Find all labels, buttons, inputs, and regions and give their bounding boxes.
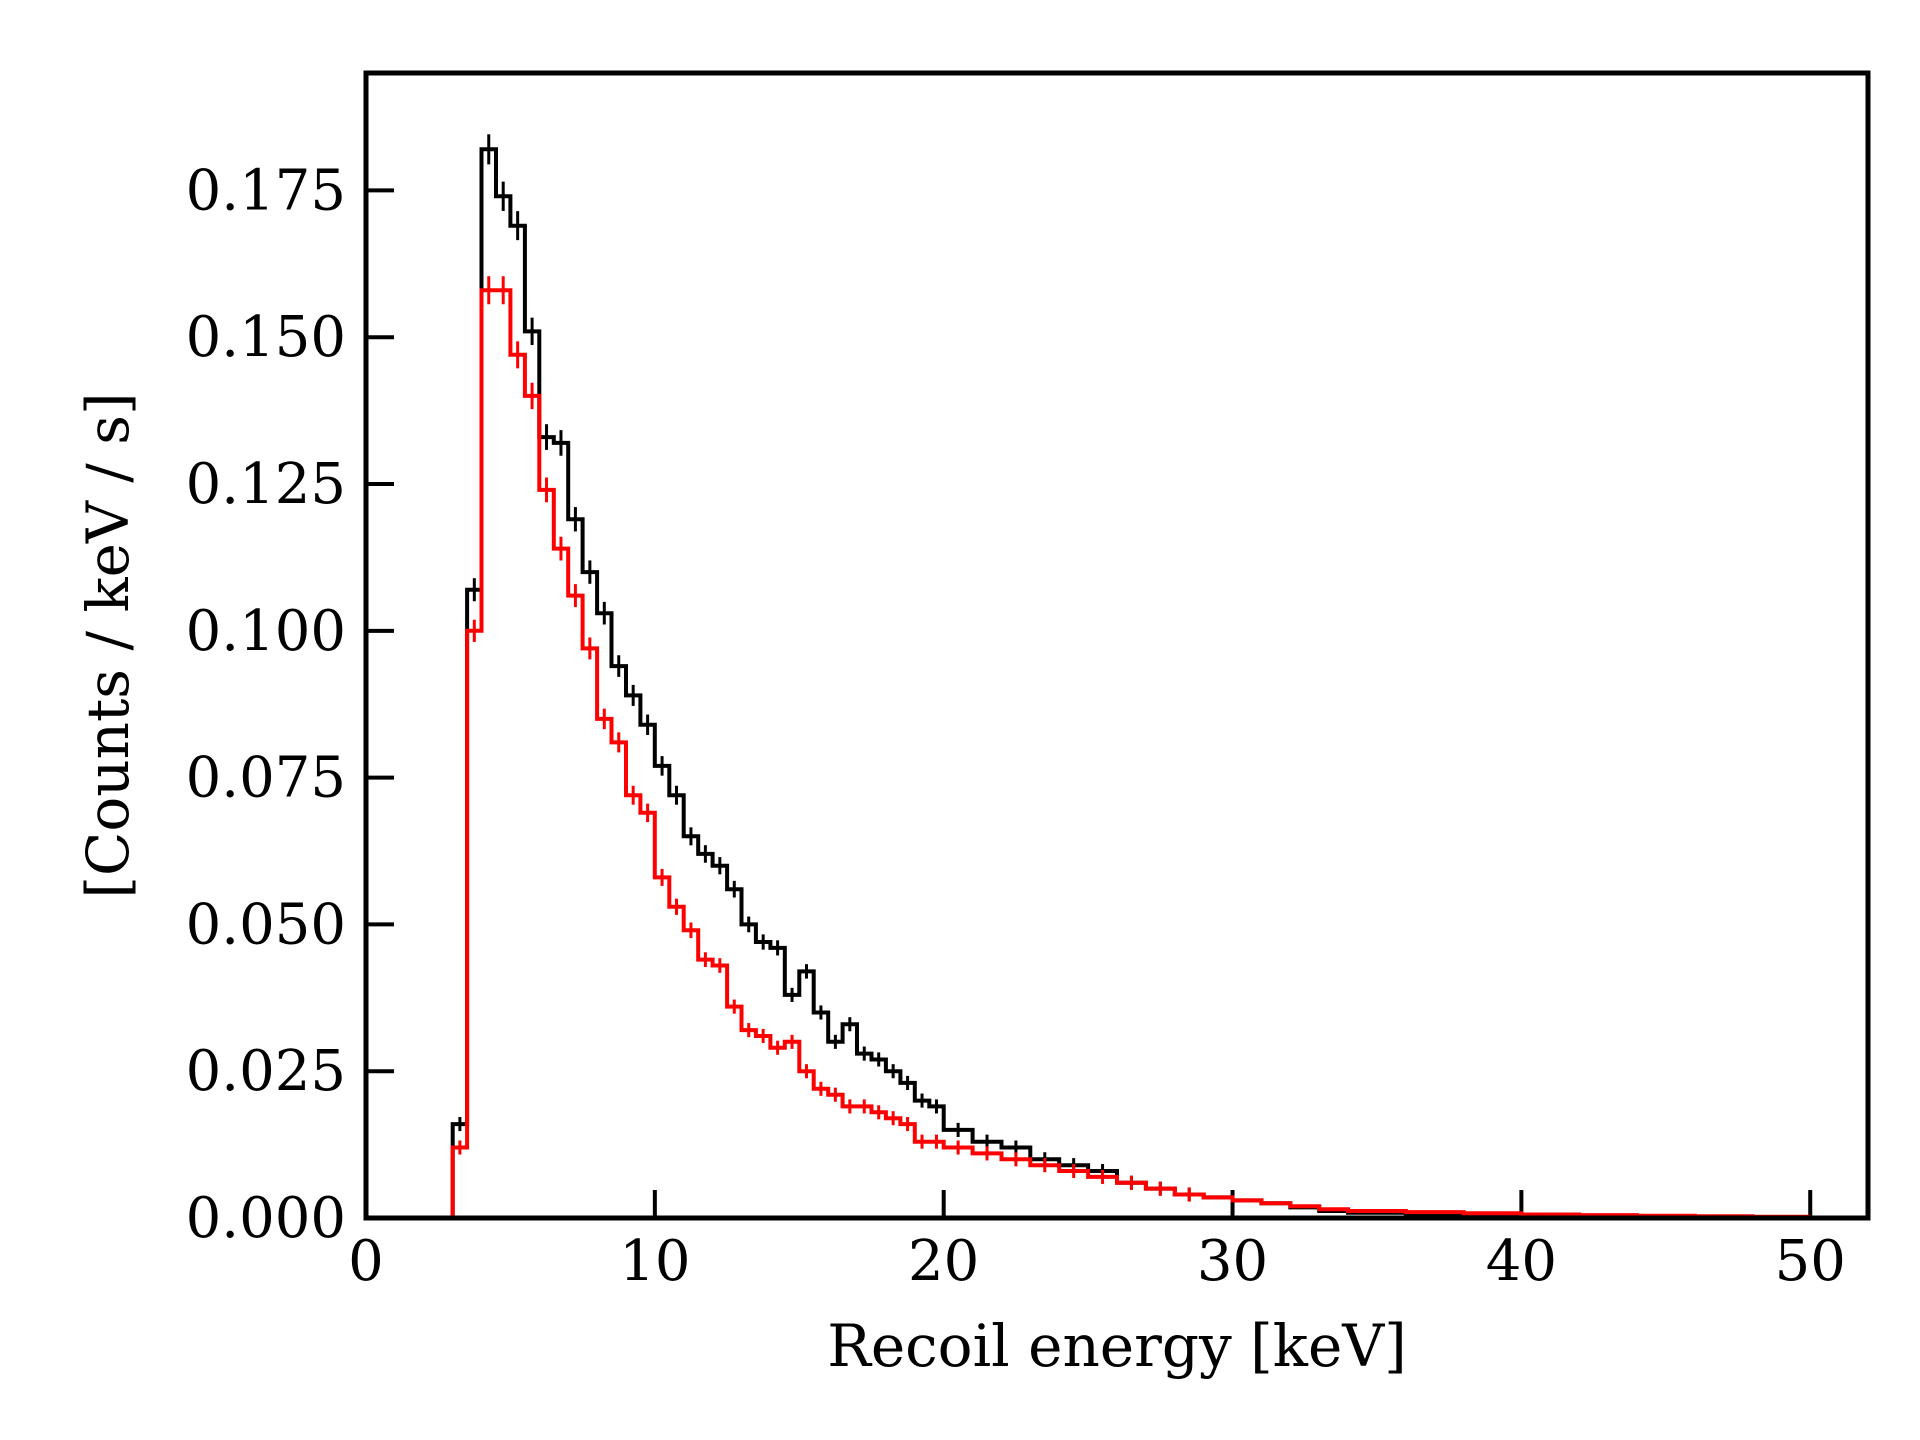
y-tick-label: 0.125 xyxy=(186,452,346,517)
x-axis-label: Recoil energy [keV] xyxy=(827,1312,1407,1380)
series-layer xyxy=(450,134,1811,1220)
y-axis-label: [Counts / keV / s] xyxy=(74,392,142,898)
x-tick-label: 0 xyxy=(348,1229,384,1294)
y-tick-label: 0.100 xyxy=(186,599,346,664)
series-black-line xyxy=(450,147,1811,1220)
x-tick-label: 30 xyxy=(1197,1229,1268,1294)
y-tick-label: 0.075 xyxy=(186,746,346,811)
y-tick-label: 0.000 xyxy=(186,1186,346,1251)
x-tick-label: 40 xyxy=(1486,1229,1557,1294)
y-tick-label: 0.150 xyxy=(186,305,346,370)
plot-frame xyxy=(363,70,1871,1221)
x-tick-label: 10 xyxy=(619,1229,690,1294)
x-tick-label: 20 xyxy=(908,1229,979,1294)
y-tick-label: 0.025 xyxy=(186,1039,346,1104)
y-tick-label: 0.175 xyxy=(186,158,346,223)
x-tick-label: 50 xyxy=(1775,1229,1846,1294)
y-tick-label: 0.050 xyxy=(186,892,346,957)
ticks-layer: 0 10 20 30 40 50 0.000 0.025 0.050 0.075 0.100 0.12… xyxy=(186,158,1846,1294)
